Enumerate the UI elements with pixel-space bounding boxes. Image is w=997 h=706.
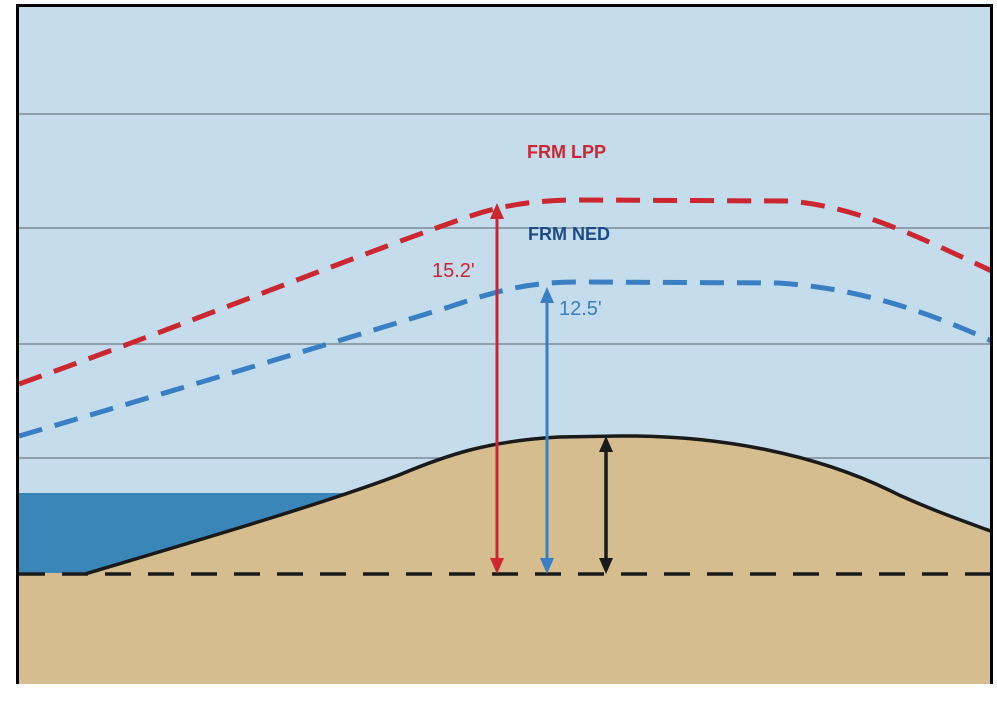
flood-elevation-diagram: FRM LPP FRM NED 15.2' 12.5' xyxy=(19,7,990,684)
lpp-height-arrow xyxy=(490,203,504,574)
dune xyxy=(85,435,990,577)
dune-height-arrow xyxy=(599,436,613,574)
ned-flood-line xyxy=(19,279,990,439)
diagram-frame: FRM LPP FRM NED 15.2' 12.5' xyxy=(16,4,993,684)
sand-base xyxy=(19,573,990,684)
ned-label: FRM NED xyxy=(528,224,610,244)
dune-outline xyxy=(84,434,990,576)
ned-height-label: 12.5' xyxy=(559,298,602,320)
lpp-height-label: 15.2' xyxy=(432,260,475,282)
lpp-label: FRM LPP xyxy=(527,142,606,162)
ned-height-arrow xyxy=(540,287,554,574)
lpp-flood-line xyxy=(19,197,990,387)
